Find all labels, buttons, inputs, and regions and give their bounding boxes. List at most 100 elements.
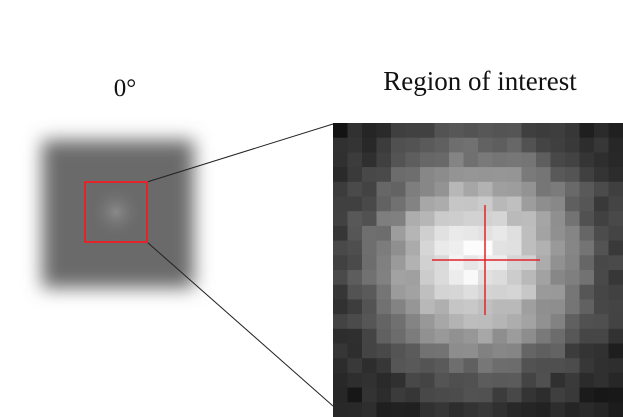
roi-pixel	[377, 402, 392, 417]
roi-pixel	[493, 255, 508, 270]
roi-pixel	[464, 167, 479, 182]
roi-pixel	[594, 373, 609, 388]
roi-pixel	[348, 373, 363, 388]
roi-pixel	[493, 299, 508, 314]
roi-pixel	[536, 299, 551, 314]
roi-pixel	[333, 270, 348, 285]
roi-pixel	[551, 344, 566, 359]
roi-pixel	[449, 299, 464, 314]
roi-pixel	[420, 314, 435, 329]
roi-pixel	[594, 344, 609, 359]
roi-pixel	[362, 270, 377, 285]
roi-pixel	[609, 402, 623, 417]
roi-pixel	[565, 167, 580, 182]
roi-pixel	[464, 241, 479, 256]
roi-pixel	[580, 388, 595, 403]
roi-pixel	[449, 167, 464, 182]
roi-pixel	[348, 152, 363, 167]
roi-pixel	[362, 329, 377, 344]
roi-pixel	[362, 241, 377, 256]
roi-pixel	[551, 358, 566, 373]
roi-pixel	[406, 211, 421, 226]
roi-pixel	[536, 152, 551, 167]
roi-pixel	[551, 270, 566, 285]
roi-pixel	[377, 329, 392, 344]
roi-pixel	[377, 358, 392, 373]
roi-pixel	[420, 226, 435, 241]
roi-pixel	[565, 123, 580, 138]
roi-pixel	[507, 358, 522, 373]
roi-pixel	[580, 285, 595, 300]
roi-pixel	[377, 226, 392, 241]
roi-pixel	[507, 270, 522, 285]
roi-pixel	[536, 358, 551, 373]
roi-pixel	[565, 314, 580, 329]
roi-pixel	[449, 285, 464, 300]
roi-pixel	[435, 241, 450, 256]
roi-pixel	[449, 255, 464, 270]
roi-pixel	[594, 182, 609, 197]
roi-pixel	[478, 373, 493, 388]
roi-pixel	[609, 138, 623, 153]
roi-pixel	[391, 373, 406, 388]
roi-pixel	[493, 241, 508, 256]
roi-pixel	[464, 388, 479, 403]
roi-pixel	[551, 197, 566, 212]
roi-pixel	[478, 344, 493, 359]
roi-pixel	[536, 226, 551, 241]
roi-pixel	[377, 167, 392, 182]
roi-pixel	[493, 314, 508, 329]
roi-pixel	[449, 270, 464, 285]
roi-pixel	[333, 167, 348, 182]
roi-pixel	[551, 152, 566, 167]
roi-pixel	[580, 226, 595, 241]
roi-pixel	[420, 152, 435, 167]
roi-pixel	[580, 197, 595, 212]
roi-pixel	[406, 329, 421, 344]
roi-pixel	[348, 167, 363, 182]
roi-pixel	[391, 226, 406, 241]
roi-pixel	[333, 299, 348, 314]
roi-pixel	[493, 329, 508, 344]
roi-pixel	[594, 299, 609, 314]
roi-pixel	[551, 182, 566, 197]
roi-pixel	[507, 138, 522, 153]
roi-pixel	[391, 358, 406, 373]
roi-pixel	[391, 241, 406, 256]
roi-pixel	[493, 358, 508, 373]
roi-pixel	[522, 241, 537, 256]
roi-pixel	[464, 402, 479, 417]
roi-pixel	[391, 123, 406, 138]
roi-pixel	[522, 270, 537, 285]
roi-pixel	[377, 314, 392, 329]
roi-pixel	[333, 285, 348, 300]
roi-pixel	[435, 402, 450, 417]
roi-pixel	[435, 123, 450, 138]
roi-pixel	[594, 197, 609, 212]
roi-pixel	[464, 255, 479, 270]
roi-pixel	[391, 314, 406, 329]
roi-pixel	[464, 197, 479, 212]
roi-pixel	[362, 152, 377, 167]
roi-pixel	[609, 270, 623, 285]
roi-pixel	[580, 255, 595, 270]
roi-pixel	[348, 402, 363, 417]
roi-pixel	[493, 285, 508, 300]
roi-pixel	[406, 299, 421, 314]
roi-pixel	[507, 197, 522, 212]
roi-pixel	[406, 388, 421, 403]
roi-pixel	[522, 388, 537, 403]
roi-pixel	[362, 138, 377, 153]
roi-pixel	[565, 152, 580, 167]
roi-pixel	[377, 197, 392, 212]
roi-pixel	[580, 241, 595, 256]
roi-pixel	[333, 197, 348, 212]
roi-pixel	[609, 211, 623, 226]
roi-pixel	[594, 167, 609, 182]
roi-pixel	[420, 285, 435, 300]
roi-pixel	[435, 344, 450, 359]
roi-pixel	[362, 373, 377, 388]
roi-pixel	[435, 299, 450, 314]
roi-pixel	[406, 270, 421, 285]
roi-pixel	[493, 152, 508, 167]
